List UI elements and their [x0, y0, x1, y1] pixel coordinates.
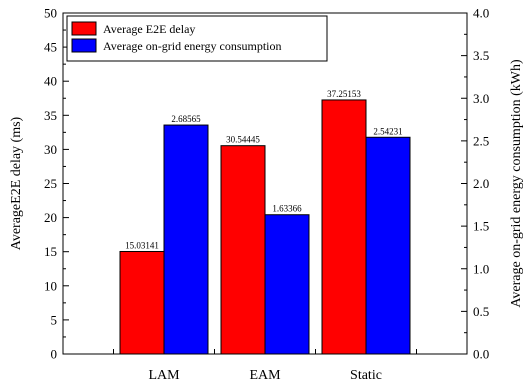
data-labels-layer: 15.03141 30.54445 37.25153 2.68565 1.63366 2.… [125, 89, 403, 251]
right-axis-title: Average on-grid energy consumption (kWh) [509, 59, 524, 308]
legend-swatch-delay [71, 21, 97, 36]
left-tick-label: 20 [44, 210, 57, 225]
left-tick-label: 45 [44, 40, 57, 55]
left-axis-title: AverageE2E delay (ms) [9, 116, 24, 250]
left-tick-label: 0 [51, 347, 58, 362]
right-axis: 0.0 0.5 1.0 1.5 2.0 2.5 3.0 3.5 4.0 [461, 6, 489, 362]
right-tick-label: 0.0 [473, 347, 489, 362]
left-tick-label: 15 [44, 244, 57, 259]
left-tick-label: 25 [44, 176, 57, 191]
right-tick-label: 1.0 [473, 261, 489, 276]
bar [365, 136, 411, 355]
right-tick-label: 2.5 [473, 133, 489, 148]
bar-value-label: 37.25153 [327, 89, 361, 99]
bar [119, 250, 165, 355]
x-axis: LAM EAM Static [113, 349, 417, 383]
bar-value-label: 1.63366 [272, 204, 302, 214]
legend-label-energy: Average on-grid energy consumption [103, 39, 282, 53]
bar [321, 99, 367, 355]
right-tick-label: 3.0 [473, 91, 489, 106]
right-tick-label: 4.0 [473, 6, 489, 21]
bar-value-label: 2.68565 [171, 114, 201, 124]
right-tick-label: 2.0 [473, 176, 489, 191]
legend: Average E2E delay Average on-grid energy… [66, 15, 328, 62]
left-tick-label: 5 [51, 312, 58, 327]
left-tick-label: 30 [44, 142, 57, 157]
bar-value-label: 2.54231 [373, 126, 402, 136]
right-tick-label: 1.5 [473, 219, 489, 234]
left-axis: 0 5 10 15 20 25 30 35 40 45 50 [44, 6, 69, 362]
bar [220, 145, 266, 355]
x-category-label: Static [350, 368, 382, 383]
bars-layer [119, 99, 411, 355]
legend-swatch-energy [71, 38, 97, 53]
right-tick-label: 0.5 [473, 304, 489, 319]
bar [163, 124, 209, 355]
bar-value-label: 15.03141 [125, 240, 159, 250]
x-category-label: LAM [148, 368, 180, 383]
left-tick-label: 50 [44, 6, 57, 21]
left-tick-label: 35 [44, 108, 57, 123]
legend-label-delay: Average E2E delay [103, 22, 195, 36]
bar [264, 214, 310, 355]
left-tick-label: 10 [44, 278, 57, 293]
right-tick-label: 3.5 [473, 48, 489, 63]
legend-box [66, 15, 328, 62]
left-tick-label: 40 [44, 74, 57, 89]
x-category-label: EAM [249, 368, 281, 383]
bar-value-label: 30.54445 [226, 135, 260, 145]
